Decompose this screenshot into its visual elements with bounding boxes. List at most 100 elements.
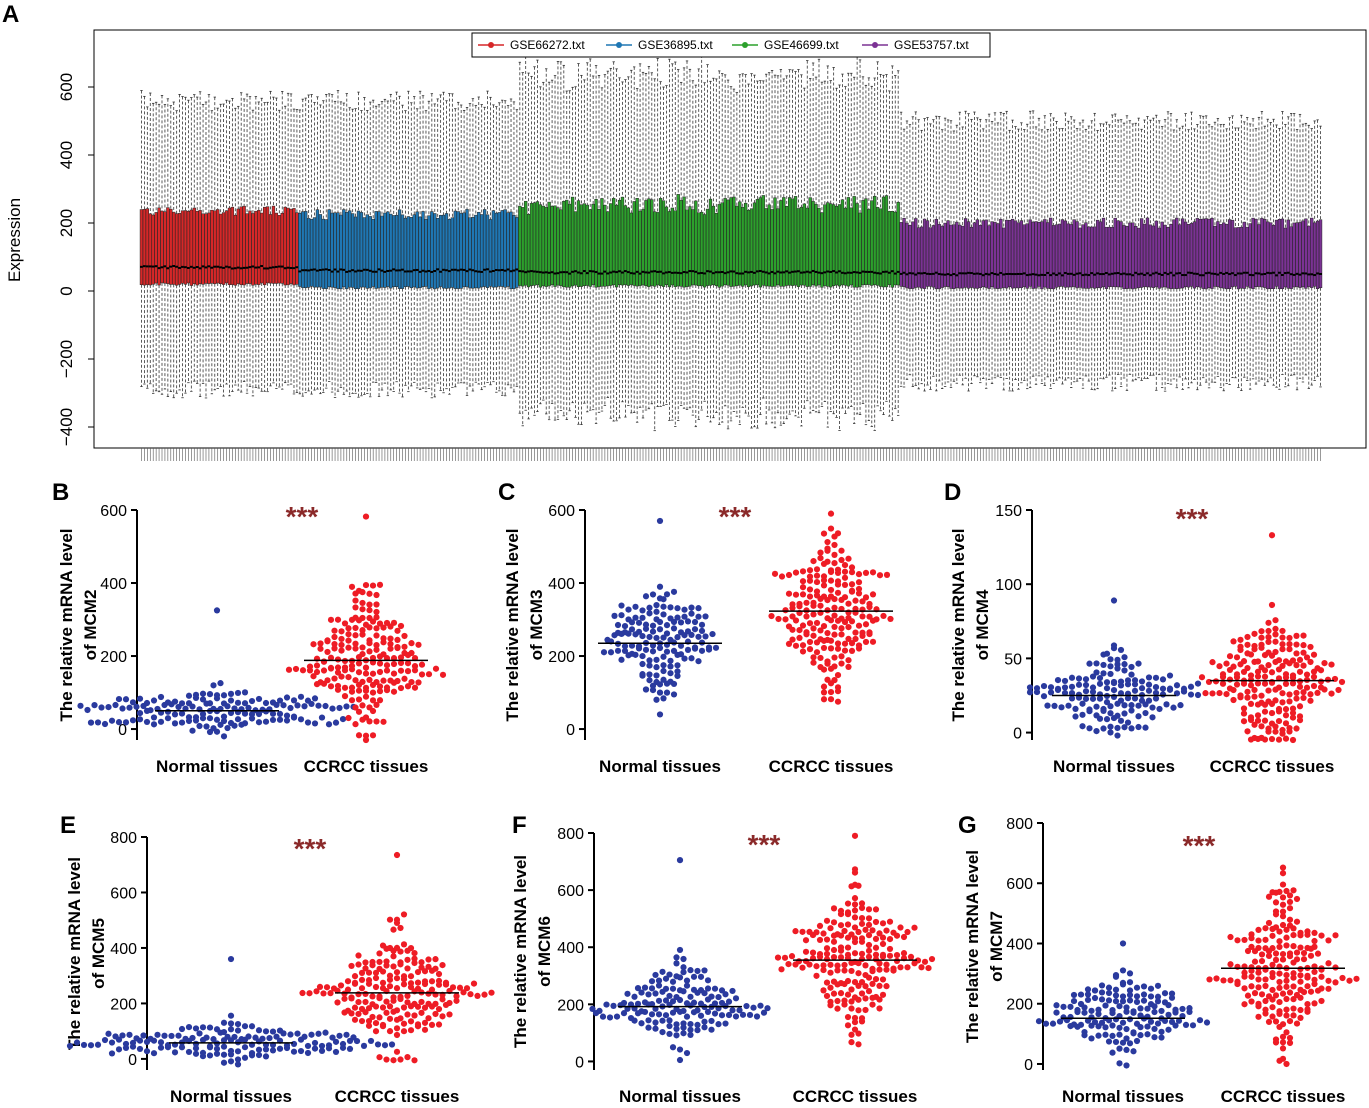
panel-a-box [553,75,557,421]
data-point [294,702,301,709]
legend-marker [488,42,494,48]
data-point [869,617,877,624]
data-point [1261,652,1269,659]
panel-a-box [870,85,874,427]
data-point [178,1025,186,1033]
data-point [1096,715,1104,722]
panel-a-box [251,109,255,397]
data-point [175,1032,182,1039]
x-category-label: Normal tissues [1053,757,1175,776]
panel-a-box [1286,116,1290,387]
data-point [404,1011,411,1018]
panel-a-box [579,74,584,425]
y-tick-label: 200 [548,649,575,666]
data-point [397,961,404,968]
panel-a-box [204,101,208,399]
data-point [1286,646,1293,653]
data-point [227,1037,235,1044]
panel-a-box-iqr [477,211,481,289]
panel-a-box [474,105,478,383]
data-point [376,660,384,667]
significance-marker: *** [748,829,781,860]
data-point [1226,653,1234,660]
data-point [848,581,856,588]
panel-a-box [529,75,534,409]
data-point [625,630,632,637]
data-point [367,1037,375,1045]
panel-a-box-iqr [1057,223,1062,287]
panel-a-box [418,90,422,390]
data-point [639,652,646,660]
data-point [674,651,681,658]
panel-a-box-iqr [1195,218,1200,287]
data-point [646,671,653,678]
data-point [1226,676,1234,683]
data-point [688,655,695,662]
panel-a-box [389,93,393,391]
data-point [834,581,842,588]
data-point [802,948,810,955]
data-point [1100,651,1107,658]
data-point [1142,724,1149,731]
data-point [1128,702,1135,709]
panel-a-box-iqr [456,211,460,289]
data-point [646,677,653,684]
data-point [157,1039,165,1046]
data-point [855,622,863,629]
data-point [1121,661,1128,668]
data-point [827,925,834,932]
panel-a-box-iqr [1266,221,1270,290]
data-point [372,1019,380,1027]
data-point [362,959,369,966]
data-point [690,973,698,980]
panel-a-box-iqr [433,213,437,290]
data-point [338,635,345,643]
panel-a-box-iqr [195,210,199,286]
panel-a-box [406,90,411,393]
data-point [376,995,383,1002]
data-point [1100,707,1107,714]
data-point [618,630,625,637]
panel-a-box-iqr [1227,219,1232,290]
data-point [660,662,667,669]
panel-a-box-iqr [1028,219,1032,287]
data-point [614,647,622,654]
data-point [641,984,649,991]
panel-a-box-iqr [359,212,364,288]
panel-a-box [485,90,490,383]
data-point [351,980,359,987]
data-point [1317,667,1325,674]
data-point [369,618,377,625]
data-point [1265,687,1272,694]
data-point [241,1036,249,1043]
data-point [676,1056,684,1064]
panel-a-box [1172,129,1176,380]
panel-a-box-iqr [1098,221,1103,289]
panel-a-box [327,93,331,382]
data-point [355,653,363,661]
panel-a-box [1137,117,1141,379]
data-point [308,700,315,708]
data-point [206,715,214,722]
data-point [161,1032,168,1039]
data-point [656,689,664,696]
data-point [1293,632,1300,639]
panel-a-box [1242,121,1246,378]
data-point [1307,697,1314,704]
panel-a-box [949,120,953,388]
data-point [262,699,270,707]
data-point [1033,688,1041,696]
panel-a-box [694,84,698,428]
data-point [206,1024,214,1031]
data-point [404,956,411,963]
panel-a-box [321,100,325,393]
panel-a-box-iqr [1254,218,1258,288]
panel-a-box-iqr [154,212,158,284]
data-point [297,1047,305,1055]
data-point [1117,717,1125,724]
panel-a-box-iqr [697,212,701,287]
data-point [848,647,856,654]
data-point [1117,682,1125,689]
data-point [628,626,636,633]
panel-a-box [688,68,692,409]
